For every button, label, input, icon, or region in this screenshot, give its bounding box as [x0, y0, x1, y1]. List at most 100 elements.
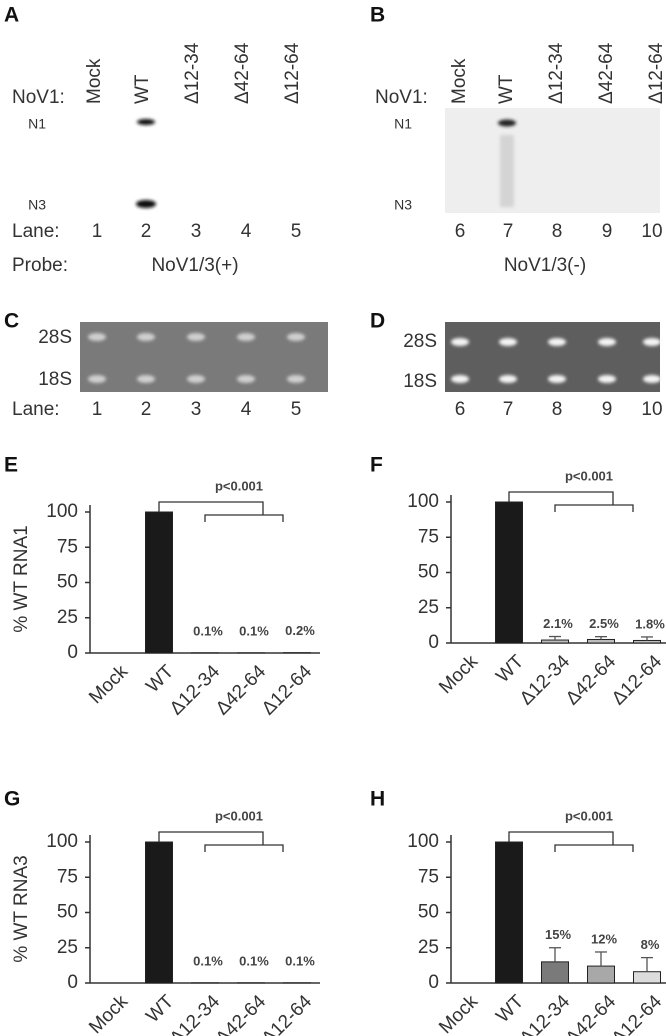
blot-image — [445, 108, 660, 213]
panel-letter: B — [370, 4, 385, 27]
x-tick-label: WT — [142, 991, 178, 1027]
band — [643, 338, 661, 346]
band — [137, 375, 155, 383]
band — [598, 375, 616, 383]
value-label: 0.1% — [239, 953, 269, 968]
band — [643, 375, 661, 383]
lane-number: 1 — [92, 221, 103, 242]
lane-number: 5 — [291, 399, 302, 420]
bar — [495, 501, 523, 644]
y-tick-label: 50 — [418, 562, 439, 583]
y-tick-label: 75 — [418, 866, 439, 887]
lane-header: Δ12-64 — [282, 42, 303, 104]
band — [187, 333, 205, 341]
lane-number: 9 — [602, 221, 613, 242]
y-tick-label: 50 — [57, 902, 78, 923]
band — [137, 119, 155, 125]
band — [187, 375, 205, 383]
x-tick-label: Δ12-64 — [258, 661, 316, 719]
lane-number: 7 — [503, 221, 514, 242]
x-tick-label: Δ42-64 — [562, 651, 620, 709]
x-tick-label: Δ12-34 — [166, 991, 224, 1036]
probe: NoV1/3(+) — [151, 255, 238, 276]
lane-number: 4 — [241, 399, 252, 420]
bar — [145, 841, 173, 984]
band-label: 28S — [403, 331, 437, 352]
band — [237, 375, 255, 383]
y-tick-label: 75 — [57, 866, 78, 887]
band — [548, 375, 566, 383]
lane-number: 1 — [92, 399, 103, 420]
panel-letter: D — [370, 310, 385, 333]
x-tick-label: Mock — [85, 991, 132, 1036]
x-tick-label: Δ12-64 — [608, 991, 666, 1036]
x-tick-label: Δ12-34 — [166, 661, 224, 719]
smear — [500, 135, 514, 207]
value-label: 15% — [545, 927, 571, 942]
bar — [587, 638, 615, 644]
band-label: N3 — [394, 197, 412, 213]
y-axis-label: % WT RNA1 — [11, 525, 32, 632]
value-label: 0.1% — [193, 953, 223, 968]
x-tick-label: Δ12-34 — [516, 991, 574, 1036]
band — [88, 375, 106, 383]
band-label: 18S — [403, 371, 437, 392]
value-label: 8% — [641, 937, 660, 952]
lane-number: 6 — [455, 399, 466, 420]
y-tick-label: 75 — [57, 536, 78, 557]
lane-header: Δ12-64 — [646, 42, 666, 104]
x-tick-label: WT — [492, 991, 528, 1027]
band — [548, 338, 566, 346]
band — [498, 119, 516, 127]
band — [451, 375, 469, 383]
bracket — [204, 844, 284, 852]
lane-header: Δ12-34 — [546, 42, 567, 104]
lane-header: Mock — [84, 58, 105, 104]
lane-header: Δ12-34 — [182, 42, 203, 104]
bar — [145, 511, 173, 654]
panel-letter: F — [370, 454, 383, 477]
y-tick-label: 0 — [428, 632, 439, 653]
band — [237, 333, 255, 341]
y-tick-label: 25 — [418, 597, 439, 618]
probe: NoV1/3(-) — [504, 255, 586, 276]
bar — [541, 961, 569, 984]
error-bar — [549, 947, 561, 962]
p-value: p<0.001 — [565, 468, 613, 483]
bar — [633, 639, 661, 644]
x-tick-label: Δ12-64 — [258, 991, 316, 1036]
band — [598, 338, 616, 346]
bracket — [508, 491, 614, 505]
gel-bands — [88, 333, 661, 383]
lane-number: 2 — [141, 399, 152, 420]
lane-header: Δ42-64 — [596, 42, 617, 104]
lane-header: Mock — [449, 58, 470, 104]
value-label: 2.1% — [543, 616, 573, 631]
band-label: 28S — [38, 327, 72, 348]
y-tick-label: 100 — [407, 491, 439, 512]
band — [287, 333, 305, 341]
band — [88, 333, 106, 341]
bracket — [554, 844, 634, 852]
x-tick-label: WT — [492, 651, 528, 687]
x-tick-label: Δ42-64 — [212, 661, 270, 719]
x-tick-label: Δ42-64 — [212, 991, 270, 1036]
band — [451, 338, 469, 346]
y-tick-label: 100 — [46, 831, 78, 852]
bar — [541, 639, 569, 644]
y-tick-label: 25 — [57, 607, 78, 628]
x-tick-label: Mock — [85, 661, 132, 708]
value-label: 1.8% — [635, 616, 665, 631]
lane-number: 6 — [455, 221, 466, 242]
y-tick-label: 50 — [57, 572, 78, 593]
y-tick-label: 100 — [407, 831, 439, 852]
y-tick-label: 0 — [67, 642, 78, 663]
value-label: 0.1% — [285, 953, 315, 968]
x-tick-label: WT — [142, 661, 178, 697]
band — [499, 375, 517, 383]
value-label: 2.5% — [589, 616, 619, 631]
lane-header: WT — [496, 74, 517, 104]
band-label: 18S — [38, 369, 72, 390]
